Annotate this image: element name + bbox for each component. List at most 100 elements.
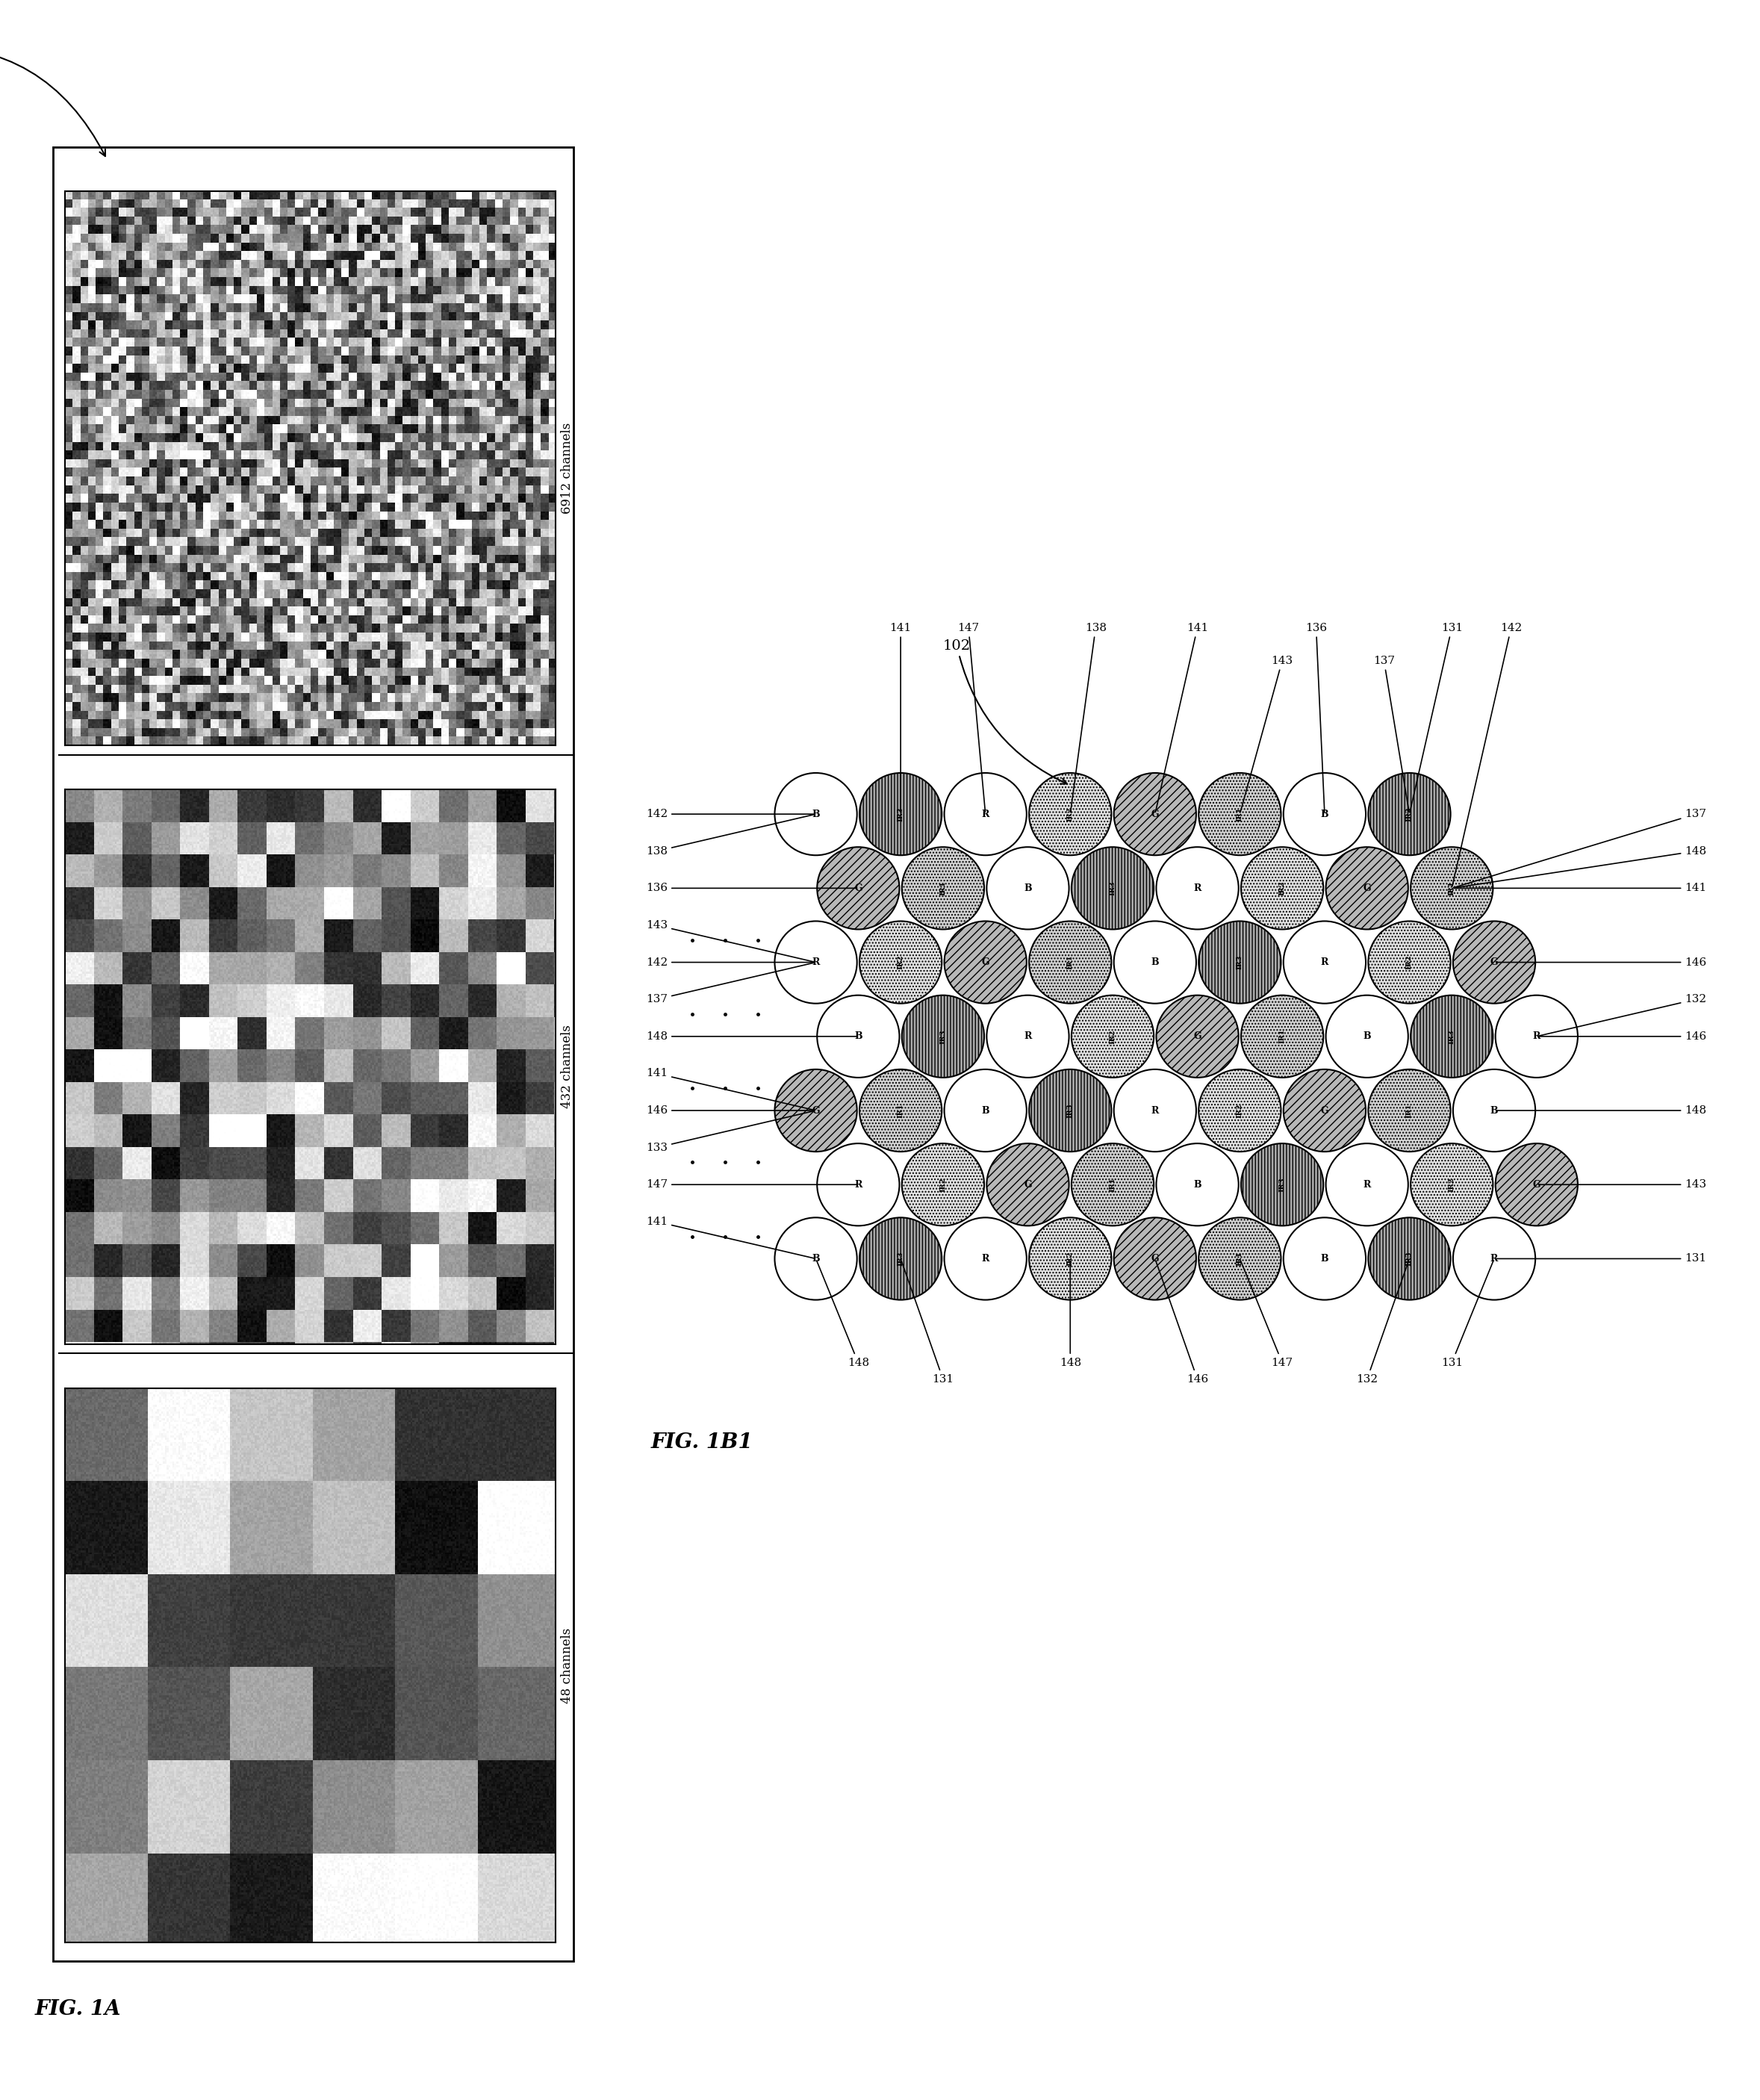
Circle shape [774, 773, 857, 855]
Text: IR3: IR3 [1448, 1029, 1456, 1044]
Text: IR3: IR3 [1237, 956, 1243, 970]
Text: IR1: IR1 [1448, 882, 1456, 895]
Text: IR3: IR3 [1109, 880, 1116, 895]
Text: IR2: IR2 [940, 1178, 947, 1193]
Circle shape [859, 922, 942, 1004]
Text: IR3: IR3 [940, 1029, 947, 1044]
Circle shape [1114, 922, 1197, 1004]
Text: IR2: IR2 [898, 956, 905, 970]
Text: 148: 148 [1454, 846, 1707, 888]
Circle shape [1199, 922, 1281, 1004]
Circle shape [1368, 1069, 1450, 1151]
Circle shape [945, 1218, 1026, 1300]
Text: 141: 141 [646, 1069, 813, 1111]
Text: R: R [982, 1254, 989, 1264]
Circle shape [774, 922, 857, 1004]
Circle shape [1368, 773, 1450, 855]
Circle shape [1030, 773, 1111, 855]
Text: IR2: IR2 [1237, 1102, 1243, 1117]
Text: G: G [1151, 1254, 1160, 1264]
Text: IR1: IR1 [1109, 1178, 1116, 1193]
Text: 147: 147 [1241, 1260, 1294, 1367]
Circle shape [1410, 1142, 1492, 1226]
Text: B: B [1320, 808, 1329, 819]
Text: R: R [982, 808, 989, 819]
Text: IR2: IR2 [1280, 880, 1285, 895]
Text: IR2: IR2 [1406, 956, 1413, 970]
Circle shape [1410, 846, 1492, 930]
Circle shape [1454, 1069, 1535, 1151]
Text: G: G [1151, 808, 1160, 819]
Text: FIG. 1A: FIG. 1A [35, 1999, 121, 2020]
Text: 146: 146 [646, 1105, 813, 1115]
Text: B: B [982, 1105, 989, 1115]
Text: 6912 channels: 6912 channels [561, 422, 574, 514]
Text: IR3: IR3 [898, 806, 905, 821]
Circle shape [1072, 995, 1155, 1077]
Text: 142: 142 [1452, 622, 1522, 886]
Circle shape [1325, 1142, 1408, 1226]
Text: G: G [982, 958, 989, 968]
Text: 147: 147 [957, 622, 986, 813]
Circle shape [901, 846, 984, 930]
Text: G: G [811, 1105, 820, 1115]
Text: 137: 137 [1373, 655, 1410, 813]
Text: 131: 131 [1496, 1254, 1707, 1264]
Circle shape [1496, 1142, 1577, 1226]
Circle shape [1241, 995, 1324, 1077]
Text: 48 channels: 48 channels [561, 1628, 574, 1703]
Circle shape [1241, 846, 1324, 930]
Text: IR1: IR1 [1237, 806, 1243, 821]
Circle shape [1114, 1218, 1197, 1300]
Text: 131: 131 [901, 1260, 954, 1384]
Text: 141: 141 [646, 1216, 813, 1258]
Text: R: R [1151, 1105, 1158, 1115]
Circle shape [859, 773, 942, 855]
Text: 132: 132 [1538, 993, 1707, 1035]
Text: IR3: IR3 [1406, 1252, 1413, 1266]
Text: 142: 142 [646, 958, 813, 968]
Circle shape [1454, 922, 1535, 1004]
Circle shape [1030, 922, 1111, 1004]
Text: 138: 138 [1070, 622, 1107, 813]
Text: 138: 138 [646, 815, 813, 857]
Circle shape [945, 1069, 1026, 1151]
Text: IR2: IR2 [1448, 1178, 1456, 1193]
Text: 137: 137 [646, 962, 813, 1004]
Text: IR1: IR1 [940, 882, 947, 895]
Text: 133: 133 [646, 1111, 813, 1153]
Circle shape [987, 995, 1068, 1077]
Text: 142: 142 [646, 808, 813, 819]
Text: R: R [1533, 1031, 1540, 1042]
Circle shape [901, 995, 984, 1077]
Text: 148: 148 [1496, 1105, 1707, 1115]
FancyBboxPatch shape [53, 147, 574, 1961]
Text: B: B [1151, 958, 1160, 968]
Circle shape [859, 1069, 942, 1151]
Text: IR2: IR2 [1067, 1252, 1074, 1266]
Text: 146: 146 [1538, 1031, 1707, 1042]
Text: 432 channels: 432 channels [561, 1025, 574, 1109]
Text: 136: 136 [1306, 622, 1327, 813]
Text: IR1: IR1 [1067, 956, 1074, 970]
Text: IR1: IR1 [1406, 1102, 1413, 1117]
Circle shape [1199, 773, 1281, 855]
Circle shape [1072, 1142, 1155, 1226]
Text: B: B [854, 1031, 862, 1042]
Text: B: B [1193, 1180, 1202, 1189]
Text: G: G [1024, 1180, 1031, 1189]
Circle shape [1283, 773, 1366, 855]
Circle shape [1156, 1142, 1239, 1226]
Circle shape [1454, 1218, 1535, 1300]
Text: 131: 131 [1441, 1260, 1494, 1367]
Text: 132: 132 [1357, 1260, 1408, 1384]
Circle shape [1156, 995, 1239, 1077]
Text: R: R [854, 1180, 862, 1189]
Text: B: B [1491, 1105, 1498, 1115]
Text: G: G [1491, 958, 1498, 968]
Text: IR2: IR2 [1109, 1029, 1116, 1044]
Circle shape [1199, 1069, 1281, 1151]
Text: 143: 143 [646, 920, 813, 962]
Text: 141: 141 [1454, 882, 1707, 892]
Circle shape [901, 1142, 984, 1226]
